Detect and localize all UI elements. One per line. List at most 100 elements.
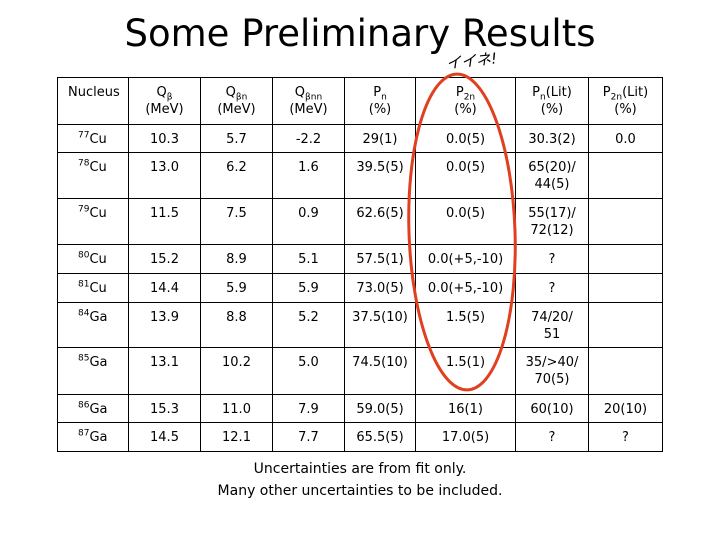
cell-text: 0.0(5) xyxy=(445,206,486,221)
value-cell: 1.5(1) xyxy=(415,347,516,395)
header-unit: (%) xyxy=(540,102,564,117)
cell-text: 5.0 xyxy=(298,355,319,370)
data-row: 77Cu 10.3 5.7 -2.2 29(1) 0.0(5) 30.3(2) 0.0 xyxy=(57,124,663,153)
value-cell: 74.5(10) xyxy=(344,347,416,395)
cell-text: ? xyxy=(548,281,556,296)
value-cell: 12.1 xyxy=(200,422,273,452)
header-base: P xyxy=(532,85,540,100)
element: Ga xyxy=(89,355,108,370)
value-cell xyxy=(588,347,663,395)
value-cell: 20(10) xyxy=(588,394,663,423)
column-header: P2n (%) xyxy=(415,77,516,125)
value-cell: 57.5(1) xyxy=(344,244,416,274)
value-cell xyxy=(588,152,663,199)
cell-line: 70(5) xyxy=(534,372,570,387)
cell-text: ? xyxy=(548,252,556,267)
value-cell: 5.1 xyxy=(272,244,345,274)
header-line: P2n xyxy=(418,84,513,102)
cell-text: 20(10) xyxy=(603,402,648,417)
notes: Uncertainties are from fit only. Many ot… xyxy=(0,458,720,502)
value-cell xyxy=(588,244,663,274)
value-cell: 8.8 xyxy=(200,302,273,348)
value-cell: 14.4 xyxy=(128,273,201,303)
header-line: P2n(Lit) xyxy=(591,84,660,102)
mass-number: 87 xyxy=(78,428,90,439)
mass-number: 84 xyxy=(78,308,90,319)
value-cell: 8.9 xyxy=(200,244,273,274)
cell-text: 13.9 xyxy=(150,310,179,325)
nucleus-cell: 85Ga xyxy=(57,347,129,395)
value-cell: 1.5(5) xyxy=(415,302,516,348)
value-cell: 0.0(5) xyxy=(415,124,516,153)
cell-text: 10.3 xyxy=(150,132,179,147)
header-base: P xyxy=(602,85,611,100)
value-cell: 7.5 xyxy=(200,198,273,245)
cell-text: 17.0(5) xyxy=(441,430,490,445)
element: Cu xyxy=(89,132,107,147)
nucleus-cell: 77Cu xyxy=(57,124,129,153)
cell-line: 55(17)/ xyxy=(528,206,576,221)
value-cell: 5.7 xyxy=(200,124,273,153)
element: Ga xyxy=(89,430,108,445)
header-line: Qβn xyxy=(203,84,270,102)
header-line: Qβnn xyxy=(275,84,342,103)
value-cell xyxy=(588,198,663,245)
cell-text: 0.0(+5,-10) xyxy=(427,252,504,267)
cell-text: 5.1 xyxy=(298,252,319,267)
data-row: 86Ga 15.3 11.0 7.9 59.0(5) 16(1) 60(10) 20(10) xyxy=(57,394,663,423)
value-cell: 7.7 xyxy=(272,422,345,452)
value-cell: 0.0 xyxy=(588,124,663,153)
cell-text: 5.2 xyxy=(298,310,319,325)
value-cell: 65.5(5) xyxy=(344,422,416,452)
value-cell: 10.2 xyxy=(200,347,273,395)
value-cell: 16(1) xyxy=(415,394,516,423)
value-cell: 13.1 xyxy=(128,347,201,395)
header-sub: βnn xyxy=(305,92,323,103)
value-cell: 37.5(10) xyxy=(344,302,416,348)
note: Many other uncertainties to be included. xyxy=(217,483,503,499)
value-cell: ? xyxy=(515,244,589,274)
value-cell: 39.5(5) xyxy=(344,152,416,199)
column-header: Qβ (MeV) xyxy=(128,77,201,125)
cell-text: ? xyxy=(622,430,629,445)
element: Cu xyxy=(89,206,107,221)
value-cell: 0.0(+5,-10) xyxy=(415,244,516,274)
header-row: Nucleus Qβ (MeV) Qβn (MeV) Qβnn (MeV) Pn (%) P2n(… xyxy=(57,77,663,125)
value-cell: 13.9 xyxy=(128,302,201,348)
value-cell: 14.5 xyxy=(128,422,201,452)
header-text: Nucleus xyxy=(68,85,120,100)
value-cell: 0.0(5) xyxy=(415,198,516,245)
nucleus-cell: 84Ga xyxy=(57,302,129,348)
cell-text: 0.0(+5,-10) xyxy=(427,281,504,296)
element: Cu xyxy=(89,281,107,296)
header-unit: (%) xyxy=(368,102,392,117)
cell-line: 44(5) xyxy=(534,177,570,192)
value-cell: 62.6(5) xyxy=(344,198,416,245)
cell-text: 62.6(5) xyxy=(356,206,404,221)
header-unit: (%) xyxy=(454,102,477,117)
header-sub: n xyxy=(381,92,387,103)
value-cell: 10.3 xyxy=(128,124,201,153)
cell-line: 51 xyxy=(543,327,561,342)
value-cell: ? xyxy=(515,273,589,303)
data-row: 84Ga 13.9 8.8 5.2 37.5(10) 1.5(5) 74/20/51 xyxy=(57,302,663,348)
cell-text: 13.0 xyxy=(150,160,179,175)
mass-number: 77 xyxy=(78,130,90,141)
value-cell xyxy=(588,302,663,348)
header-line: Pn xyxy=(347,84,413,103)
cell-line: 35/>40/ xyxy=(525,355,579,370)
nucleus-cell: 81Cu xyxy=(57,273,129,303)
cell-text: 0.9 xyxy=(298,206,319,221)
value-cell: 0.0(+5,-10) xyxy=(415,273,516,303)
cell-text: 13.1 xyxy=(150,355,179,370)
cell-text: 60(10) xyxy=(530,402,574,417)
value-cell: 35/>40/70(5) xyxy=(515,347,589,395)
column-header: P2n(Lit) (%) xyxy=(588,77,663,125)
value-cell: 60(10) xyxy=(515,394,589,423)
header-unit: (%) xyxy=(614,102,637,117)
header-base: Q xyxy=(294,85,306,100)
value-cell: 30.3(2) xyxy=(515,124,589,153)
cell-text: ? xyxy=(548,430,556,445)
cell-text: 0.0 xyxy=(615,132,636,147)
